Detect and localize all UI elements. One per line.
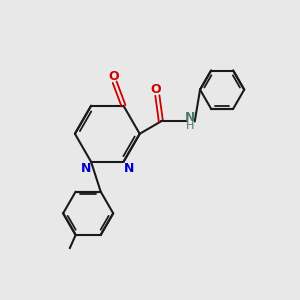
Text: H: H [186,121,194,131]
Text: N: N [185,111,196,124]
Text: N: N [81,162,91,175]
Text: O: O [151,83,161,96]
Text: O: O [108,70,119,83]
Text: N: N [124,162,134,175]
